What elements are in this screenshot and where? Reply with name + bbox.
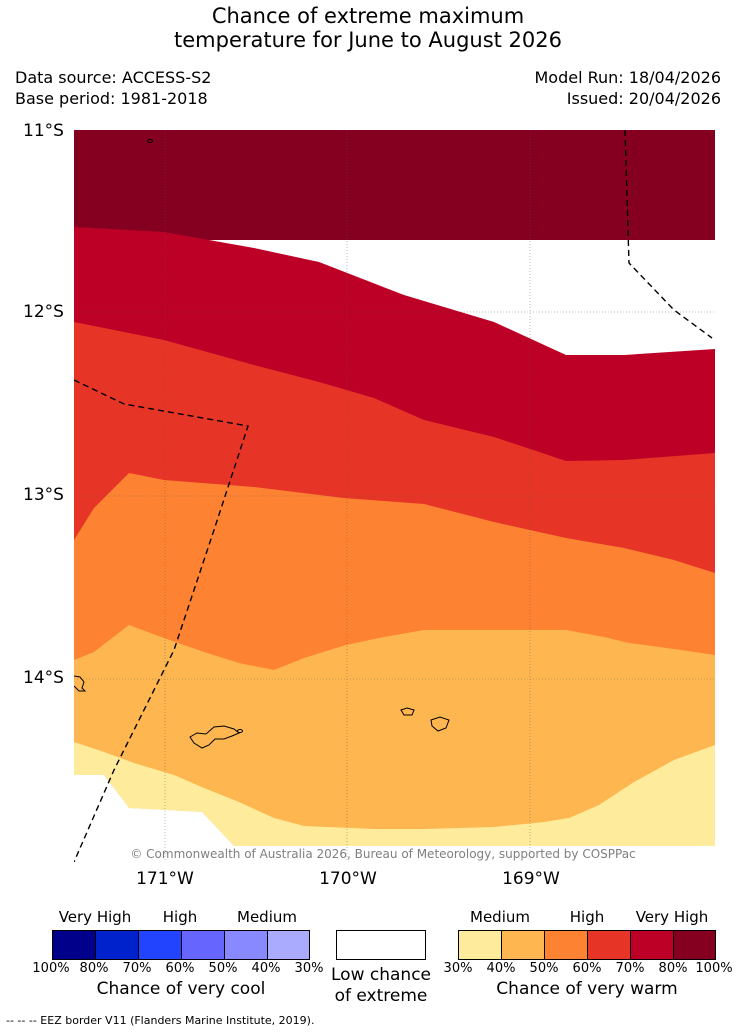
lat-label-12s: 12°S	[23, 302, 64, 322]
legend-cool-title: Chance of very cool	[96, 979, 266, 999]
legend-cool-swatch-30-40	[268, 931, 309, 959]
island-tutuila	[189, 725, 240, 749]
island-ofu-olosega	[400, 707, 415, 716]
legend-neutral-line-1: Low chance	[331, 965, 431, 985]
legend-cool-tick: 50%	[208, 961, 238, 976]
lat-label-14s: 14°S	[23, 668, 64, 688]
legend-cool-header-medium: Medium	[237, 908, 297, 926]
legend-warm-colorbar	[458, 930, 716, 960]
eez-footnote: -- -- -- EEZ border V11 (Flanders Marine…	[6, 1014, 315, 1027]
legend-cool-tick: 30%	[294, 961, 324, 976]
lat-label-11s: 11°S	[23, 121, 64, 141]
islands	[74, 139, 450, 749]
legend-cool-swatch-40-50	[225, 931, 268, 959]
map-no-data-region	[74, 775, 715, 862]
legend-cool-tick: 40%	[251, 961, 281, 976]
legend-warm-swatch-50-60	[545, 931, 588, 959]
legend-warm-swatch-60-70	[588, 931, 631, 959]
model-run: Model Run: 18/04/2026	[534, 68, 722, 87]
legend-warm-tick: 30%	[443, 961, 473, 976]
legend-cool-header-high: High	[162, 908, 198, 926]
legend-cool-tick: 70%	[122, 961, 152, 976]
legend-neutral-line-2: of extreme	[334, 986, 428, 1006]
lon-label-169w: 169°W	[502, 869, 560, 889]
band-low-30-40	[74, 742, 715, 846]
data-source: Data source: ACCESS-S2	[15, 68, 212, 87]
legend-warm-swatch-40-50	[502, 931, 545, 959]
map-copyright: © Commonwealth of Australia 2026, Bureau…	[130, 847, 636, 861]
legend-warm-tick: 60%	[572, 961, 602, 976]
legend-warm-header-medium: Medium	[470, 908, 530, 926]
legend-cool-tick: 100%	[32, 961, 70, 976]
legend-cool-tick: 60%	[165, 961, 195, 976]
legend-warm-header-very-high: Very High	[635, 908, 709, 926]
legend-cool-swatch-70-80	[96, 931, 139, 959]
island-tau	[430, 716, 450, 732]
legend-warm-tick: 100%	[695, 961, 733, 976]
legend-warm-swatch-70-80	[631, 931, 674, 959]
legend-warm-tick: 50%	[529, 961, 559, 976]
legend-warm-swatch-80-100	[674, 931, 715, 959]
legend-cool-header-very-high: Very High	[58, 908, 132, 926]
chart-title-line-2: temperature for June to August 2026	[174, 28, 562, 52]
band-very-high-80-100	[74, 130, 715, 240]
chart-title-line-1: Chance of extreme maximum	[211, 4, 525, 28]
legend-warm-tick: 70%	[615, 961, 645, 976]
issued-date: Issued: 20/04/2026	[566, 89, 721, 108]
legend-warm-swatch-30-40	[459, 931, 502, 959]
graticule	[74, 130, 715, 862]
lon-label-170w: 170°W	[319, 869, 377, 889]
legend-neutral-swatch	[336, 930, 426, 960]
legend-cool-swatch-50-60	[182, 931, 225, 959]
eez-borders	[74, 130, 713, 862]
lon-label-171w: 171°W	[136, 869, 194, 889]
legend-warm-tick: 40%	[486, 961, 516, 976]
legend-cool-swatch-80-100	[53, 931, 96, 959]
legend-cool-colorbar	[52, 930, 310, 960]
island-west-edge	[74, 675, 87, 692]
forecast-map	[74, 130, 715, 862]
island-aunuu	[237, 729, 243, 733]
legend-warm-title: Chance of very warm	[496, 979, 678, 999]
lat-label-13s: 13°S	[23, 485, 64, 505]
base-period: Base period: 1981-2018	[15, 89, 208, 108]
island-swains	[147, 139, 153, 143]
legend-warm-header-high: High	[569, 908, 605, 926]
legend-warm-tick: 80%	[658, 961, 688, 976]
legend-cool-tick: 80%	[79, 961, 109, 976]
legend-cool-swatch-60-70	[139, 931, 182, 959]
